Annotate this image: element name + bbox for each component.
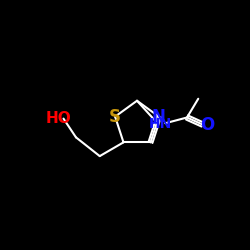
Text: HN: HN — [149, 118, 172, 132]
Text: HO: HO — [46, 111, 72, 126]
Text: N: N — [152, 108, 166, 126]
Text: O: O — [200, 116, 214, 134]
Text: S: S — [109, 108, 121, 126]
